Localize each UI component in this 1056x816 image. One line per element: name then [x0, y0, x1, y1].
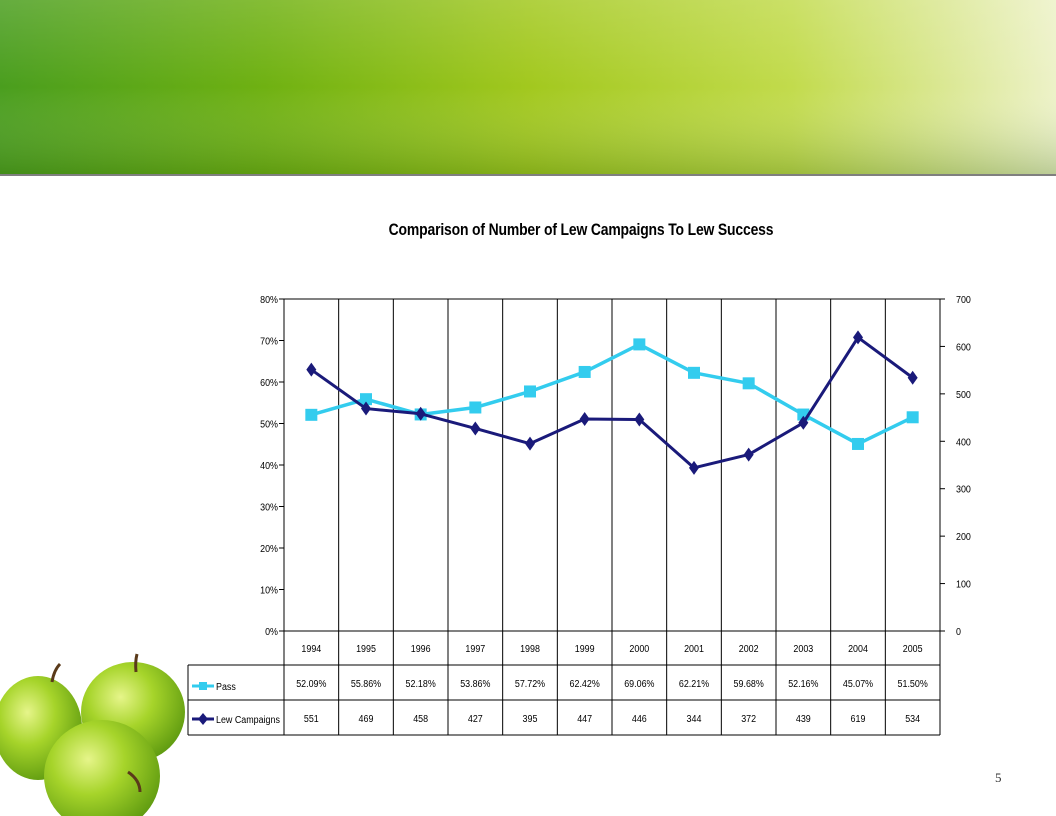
legend-label-lew-campaigns: Lew Campaigns: [216, 714, 280, 726]
marker-lew-campaigns: [853, 330, 863, 345]
data-label-lew-campaigns: 395: [523, 713, 538, 725]
data-label-lew-campaigns: 619: [851, 713, 866, 725]
left-axis: 0% 10% 20% 30% 40% 50% 60% 70% 80%: [260, 294, 284, 638]
data-label-pass: 53.86%: [460, 678, 491, 690]
series-lew-campaigns: [306, 330, 918, 475]
data-label-lew-campaigns: 469: [359, 713, 374, 725]
data-table: 1994 1995 1996 1997 1998 1999 2000 2001 2002 2003…: [187, 631, 941, 736]
page-number: 5: [995, 770, 1002, 785]
legend-marker-lew-campaigns: [198, 713, 208, 725]
data-label-pass: 62.42%: [570, 678, 601, 690]
right-tick-label: 200: [956, 532, 971, 544]
marker-lew-campaigns: [743, 447, 754, 462]
data-label-lew-campaigns: 344: [687, 713, 702, 725]
data-label-lew-campaigns: 372: [741, 713, 756, 725]
marker-pass: [852, 437, 864, 450]
category-label: 1996: [411, 643, 431, 655]
data-label-lew-campaigns: 446: [632, 713, 647, 725]
marker-lew-campaigns: [634, 412, 645, 427]
category-label: 1995: [356, 643, 376, 655]
category-label: 1998: [520, 643, 540, 655]
marker-pass: [469, 401, 482, 414]
header-banner: [0, 0, 1056, 176]
right-tick-label: 300: [956, 484, 971, 496]
category-label: 1997: [465, 643, 485, 655]
plot-area: [283, 298, 941, 632]
data-label-pass: 45.07%: [843, 678, 874, 690]
category-label: 2005: [903, 643, 923, 655]
marker-pass: [742, 377, 755, 390]
category-label: 1999: [575, 643, 595, 655]
category-label: 1994: [301, 643, 321, 655]
data-label-pass: 52.16%: [788, 678, 819, 690]
left-tick-label: 20%: [260, 543, 278, 555]
data-label-pass: 52.09%: [296, 678, 327, 690]
marker-lew-campaigns: [579, 411, 590, 426]
marker-lew-campaigns: [306, 362, 317, 377]
data-label-pass: 55.86%: [351, 678, 382, 690]
marker-pass: [688, 366, 700, 379]
left-tick-label: 80%: [260, 294, 278, 306]
right-tick-label: 700: [956, 294, 971, 306]
data-label-lew-campaigns: 439: [796, 713, 811, 725]
data-label-pass: 62.21%: [679, 678, 710, 690]
data-label-pass: 69.06%: [624, 678, 655, 690]
legend-marker-pass: [199, 682, 207, 690]
data-label-lew-campaigns: 551: [304, 713, 319, 725]
left-tick-label: 50%: [260, 419, 278, 431]
data-label-lew-campaigns: 447: [577, 713, 592, 725]
data-label-pass: 51.50%: [898, 678, 929, 690]
category-label: 2000: [629, 643, 649, 655]
line-lew-campaigns: [310, 335, 914, 470]
left-tick-label: 60%: [260, 377, 278, 389]
category-label: 2004: [848, 643, 868, 655]
marker-lew-campaigns: [470, 421, 481, 436]
marker-lew-campaigns: [907, 370, 918, 385]
left-tick-label: 0%: [265, 626, 278, 638]
marker-pass: [906, 411, 919, 424]
right-tick-label: 0: [956, 626, 961, 638]
data-label-pass: 59.68%: [734, 678, 765, 690]
legend-label-pass: Pass: [216, 681, 236, 693]
marker-pass: [360, 393, 372, 406]
category-label: 2003: [793, 643, 813, 655]
data-label-pass: 57.72%: [515, 678, 546, 690]
category-label: 2001: [684, 643, 704, 655]
right-tick-label: 100: [956, 579, 971, 591]
left-tick-label: 40%: [260, 460, 278, 472]
left-tick-label: 10%: [260, 585, 278, 597]
marker-pass: [633, 338, 646, 351]
marker-pass: [578, 365, 591, 378]
data-label-lew-campaigns: 458: [413, 713, 428, 725]
left-tick-label: 70%: [260, 336, 278, 348]
marker-lew-campaigns: [361, 401, 371, 416]
right-tick-label: 500: [956, 389, 971, 401]
right-tick-label: 600: [956, 342, 971, 354]
marker-lew-campaigns: [798, 415, 809, 430]
right-tick-label: 400: [956, 437, 971, 449]
data-label-lew-campaigns: 534: [905, 713, 920, 725]
apples-illustration: [0, 653, 185, 816]
marker-pass: [524, 385, 536, 398]
marker-pass: [305, 408, 318, 421]
marker-lew-campaigns: [689, 460, 699, 475]
category-label: 2002: [739, 643, 759, 655]
data-label-pass: 52.18%: [406, 678, 437, 690]
right-axis: 0 100 200 300 400 500 600 700: [940, 294, 971, 638]
data-label-lew-campaigns: 427: [468, 713, 483, 725]
marker-lew-campaigns: [415, 406, 426, 421]
left-tick-label: 30%: [260, 502, 278, 514]
marker-lew-campaigns: [525, 436, 535, 451]
chart-title: Comparison of Number of Lew Campaigns To…: [388, 220, 774, 239]
